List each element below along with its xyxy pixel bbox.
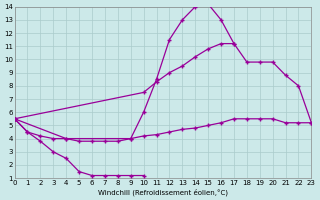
X-axis label: Windchill (Refroidissement éolien,°C): Windchill (Refroidissement éolien,°C) <box>98 188 228 196</box>
